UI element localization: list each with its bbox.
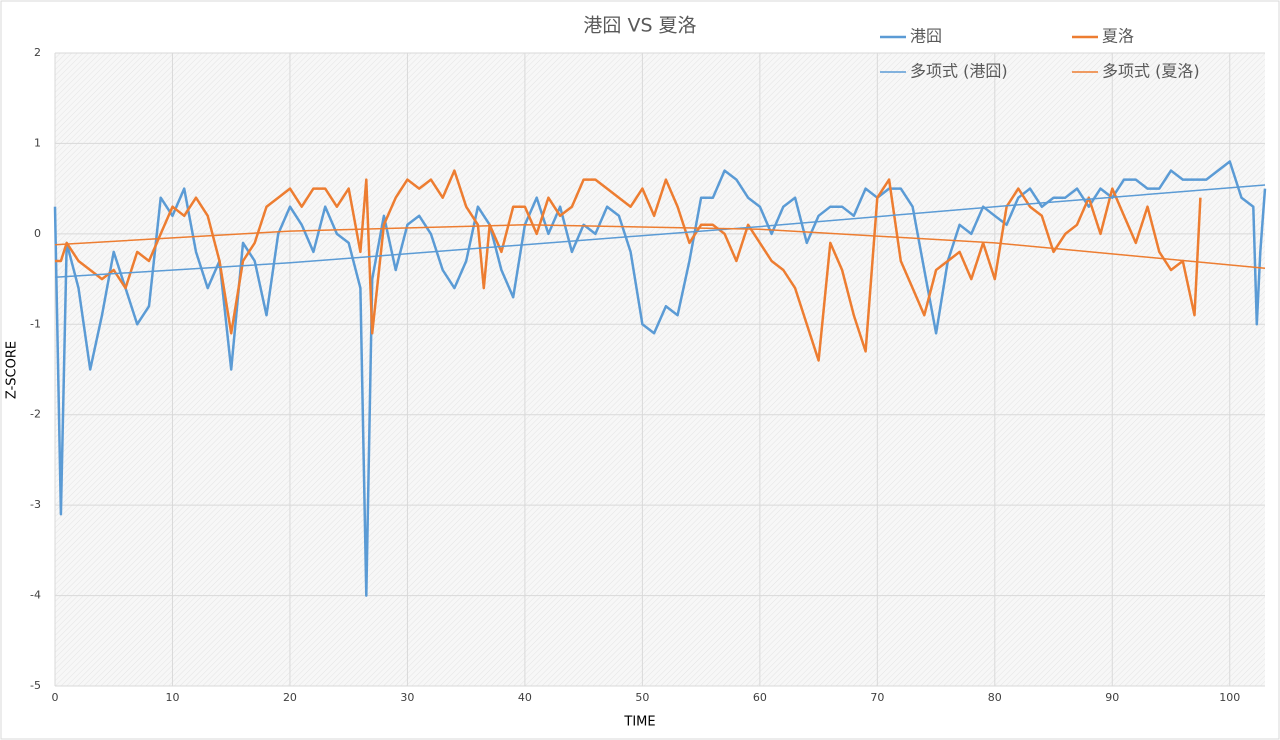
y-tick-label: -3 [30,498,41,511]
legend-label: 多项式 (港囧) [910,62,1008,81]
x-tick-label: 20 [283,691,297,704]
y-tick-label: 2 [34,46,41,59]
series-line [54,224,1266,269]
x-tick-label: 80 [988,691,1002,704]
series-line [55,169,1202,362]
chart-title: 港囧 VS 夏洛 [583,15,696,37]
legend-label: 多项式 (夏洛) [1102,62,1200,81]
legend-label: 夏洛 [1102,27,1134,46]
y-tick-label: -1 [30,317,41,330]
x-tick-label: 70 [870,691,884,704]
x-tick-label: 0 [52,691,59,704]
x-tick-label: 40 [518,691,532,704]
series-line [54,184,1266,279]
y-tick-label: -4 [30,589,41,602]
legend-label: 港囧 [910,27,942,46]
y-tick-label: -5 [30,679,41,692]
y-tick-label: 0 [34,227,41,240]
x-tick-label: 10 [165,691,179,704]
x-tick-label: 100 [1219,691,1240,704]
x-tick-label: 30 [400,691,414,704]
y-axis-title: Z-SCORE [5,341,20,399]
y-tick-label: -2 [30,408,41,421]
y-tick-label: 1 [34,136,41,149]
x-tick-label: 50 [635,691,649,704]
x-tick-label: 60 [753,691,767,704]
plot-area [55,53,1265,686]
x-tick-label: 90 [1105,691,1119,704]
x-axis-title: TIME [623,715,655,730]
